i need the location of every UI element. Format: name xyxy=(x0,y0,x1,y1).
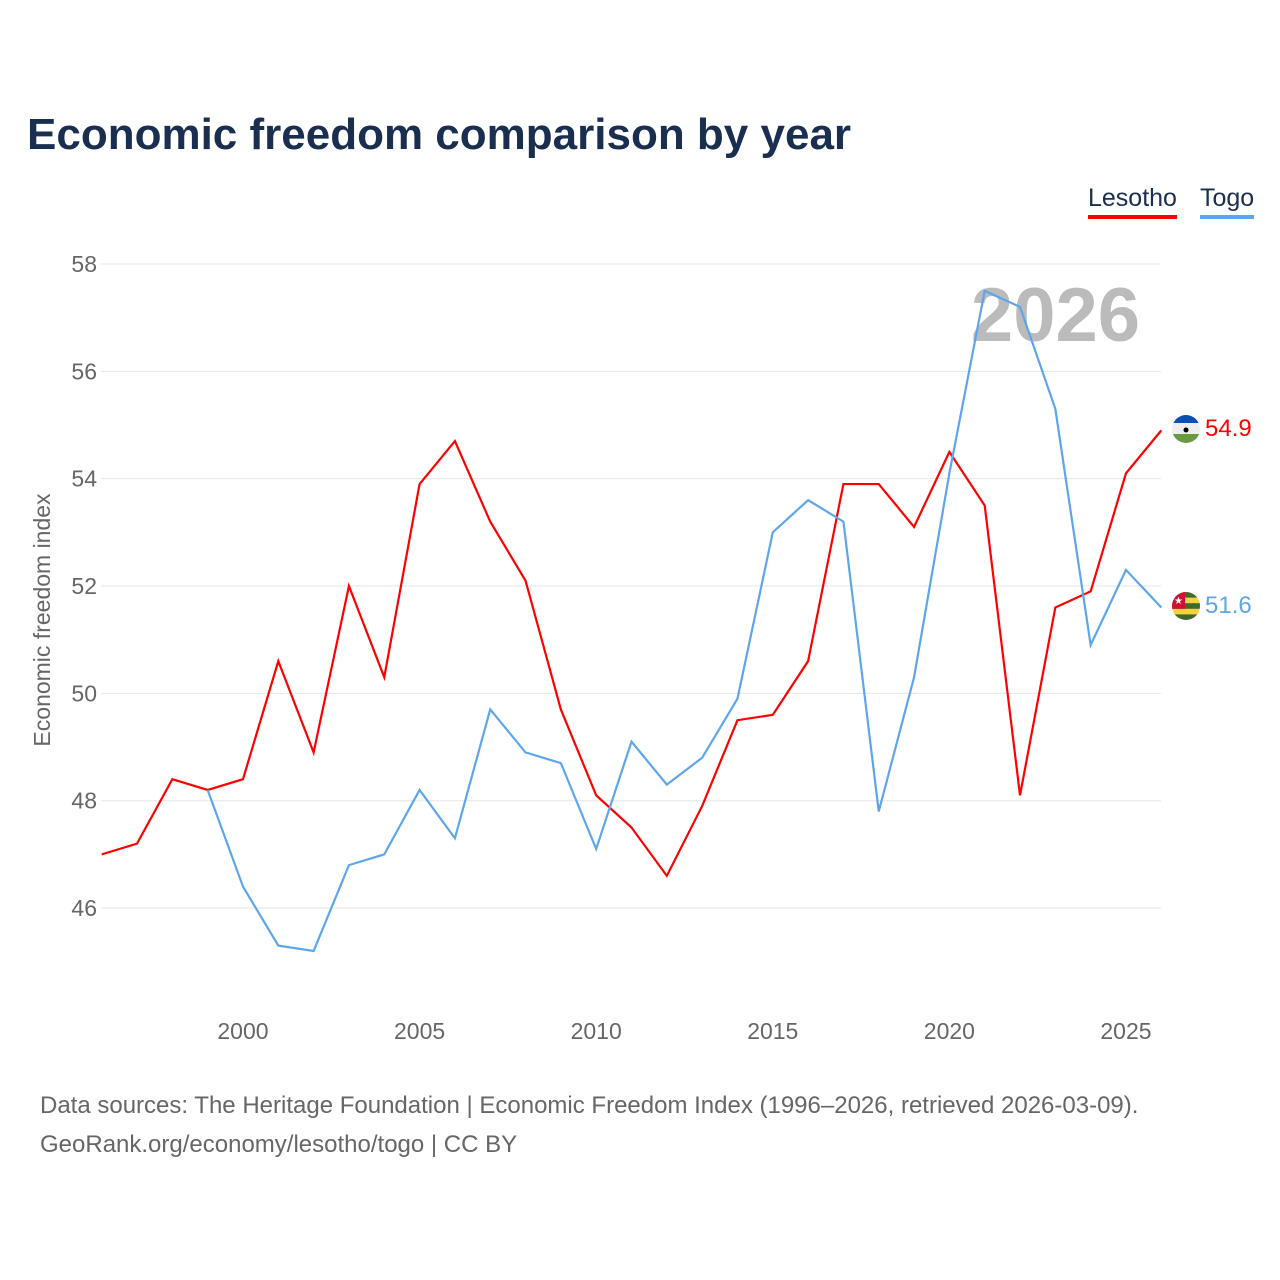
y-tick-label: 46 xyxy=(71,895,97,921)
togo-flag-icon: ★ xyxy=(1172,592,1200,620)
y-tick-label: 48 xyxy=(71,788,97,814)
y-axis-label: Economic freedom index xyxy=(29,493,55,747)
x-tick-label: 2000 xyxy=(217,1018,268,1044)
legend-lesotho[interactable]: Lesotho xyxy=(1088,184,1177,219)
y-tick-label: 50 xyxy=(71,680,97,706)
attribution-link[interactable]: GeoRank.org/economy/lesotho/togo | CC BY xyxy=(40,1131,518,1158)
x-tick-label: 2005 xyxy=(394,1018,445,1044)
year-watermark: 2026 xyxy=(971,273,1140,358)
data-source: Data sources: The Heritage Foundation | … xyxy=(40,1092,1139,1119)
lesotho-series-line xyxy=(101,429,1163,878)
x-tick-label: 2010 xyxy=(571,1018,622,1044)
togo-series-line xyxy=(206,289,1163,953)
togo-end-label: 51.6 xyxy=(1205,592,1252,619)
lesotho-end-label: 54.9 xyxy=(1205,415,1252,442)
x-tick-label: 2015 xyxy=(747,1018,798,1044)
y-tick-label: 52 xyxy=(71,573,97,599)
chart-title: Economic freedom comparison by year xyxy=(27,110,852,159)
footer: Data sources: The Heritage Foundation | … xyxy=(40,1086,1138,1164)
lesotho-flag-icon xyxy=(1172,415,1200,443)
legend-togo[interactable]: Togo xyxy=(1200,184,1255,219)
x-tick-label: 2025 xyxy=(1100,1018,1151,1044)
y-tick-label: 58 xyxy=(71,251,97,277)
svg-text:★: ★ xyxy=(1174,596,1183,607)
x-tick-label: 2020 xyxy=(924,1018,975,1044)
y-tick-label: 56 xyxy=(71,358,97,384)
y-tick-label: 54 xyxy=(71,466,97,492)
